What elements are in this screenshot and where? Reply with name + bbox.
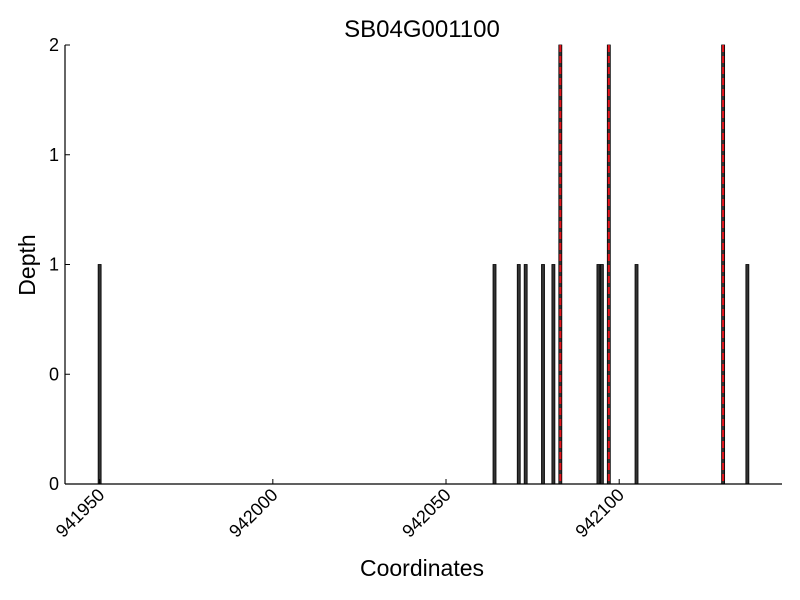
bar: [551, 264, 556, 485]
x-tick-label: 942050: [398, 485, 455, 542]
chart-title: SB04G001100: [344, 16, 500, 43]
bar: [606, 44, 611, 485]
bar: [721, 44, 726, 485]
bar: [492, 264, 497, 485]
y-tick-label: 1: [49, 145, 59, 165]
x-tick-label: 942000: [225, 485, 282, 542]
y-tick-label: 1: [49, 255, 59, 275]
bar: [634, 264, 639, 485]
y-axis-label: Depth: [14, 234, 40, 295]
bar: [745, 264, 750, 485]
x-axis-label: Coordinates: [360, 555, 484, 581]
bar: [558, 44, 563, 485]
bar: [523, 264, 528, 485]
axes: [64, 45, 782, 485]
x-ticks: 941950 942000 942050 942100: [52, 479, 628, 541]
bar: [541, 264, 545, 485]
y-tick-label: 0: [49, 364, 59, 384]
x-tick-label: 941950: [52, 485, 109, 542]
bar: [516, 264, 521, 485]
x-tick-label: 942100: [571, 485, 628, 542]
bar: [599, 264, 604, 485]
bars-group: [97, 44, 750, 485]
bar: [97, 264, 102, 485]
marker-lines-group: [559, 45, 725, 484]
y-ticks: 0 0 1 1 2: [49, 35, 70, 494]
y-tick-label: 2: [49, 35, 59, 55]
bar: [596, 264, 601, 485]
y-tick-label: 0: [49, 474, 59, 494]
